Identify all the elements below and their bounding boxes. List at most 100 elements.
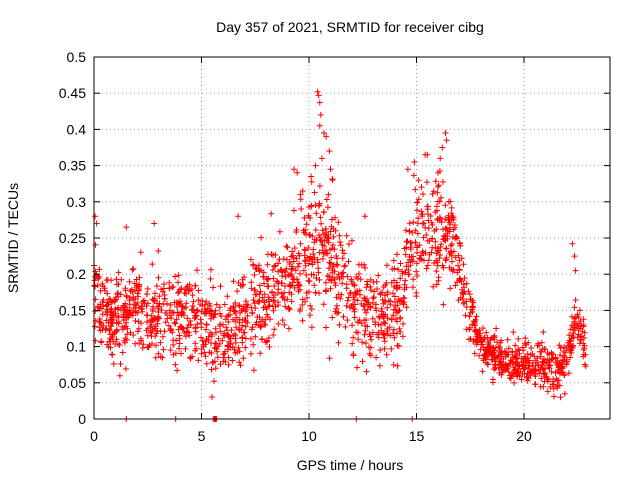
data-point [435, 198, 441, 205]
data-point [315, 92, 322, 99]
data-point [335, 339, 342, 346]
data-point [257, 350, 264, 357]
data-point [185, 329, 192, 336]
data-point [516, 362, 523, 369]
data-point [250, 367, 257, 374]
data-point [351, 296, 358, 303]
data-point [269, 267, 276, 273]
data-point [92, 268, 99, 275]
data-point [194, 321, 201, 328]
data-point [408, 257, 415, 263]
data-point [505, 345, 512, 352]
data-point [239, 276, 246, 283]
data-point [391, 334, 398, 341]
data-point [553, 375, 560, 382]
data-point [156, 315, 162, 322]
data-point [123, 224, 130, 231]
data-point [323, 196, 330, 203]
data-point [437, 155, 444, 162]
data-point [330, 225, 337, 232]
data-point [490, 346, 497, 352]
data-point [143, 291, 150, 298]
data-point [433, 250, 440, 257]
data-point [171, 299, 178, 306]
data-point [107, 338, 114, 345]
data-point [526, 362, 533, 369]
data-point [413, 293, 420, 300]
data-point [325, 239, 332, 246]
data-point [124, 336, 130, 343]
data-point [495, 365, 502, 372]
data-point [320, 209, 327, 215]
data-point [369, 315, 376, 322]
data-point [132, 340, 139, 347]
data-point [319, 241, 326, 248]
data-point [532, 373, 539, 380]
data-point [321, 130, 327, 136]
data-point [574, 322, 581, 329]
data-point [213, 301, 220, 308]
data-point [520, 365, 527, 372]
data-point [274, 278, 281, 285]
data-point [268, 210, 275, 217]
data-point [349, 301, 356, 308]
data-point [524, 377, 531, 384]
data-point [285, 325, 292, 332]
data-point [547, 362, 554, 369]
data-point [440, 301, 447, 308]
data-point [92, 213, 99, 220]
data-point [373, 354, 380, 361]
data-point [308, 173, 315, 180]
data-point [152, 354, 159, 361]
data-point [269, 289, 276, 296]
data-point [496, 370, 503, 376]
data-point [372, 319, 379, 326]
data-point [580, 323, 587, 330]
data-point [359, 358, 366, 365]
data-point [179, 303, 186, 310]
data-point [495, 348, 502, 355]
y-tick-label: 0.05 [59, 375, 86, 391]
data-point [518, 376, 525, 383]
data-point [225, 361, 232, 368]
data-point [337, 295, 344, 302]
data-point [432, 238, 439, 245]
data-point [283, 256, 290, 263]
data-point [330, 233, 337, 240]
data-point [397, 260, 404, 267]
y-tick-label: 0.3 [67, 194, 87, 210]
data-point [531, 353, 538, 360]
data-point [360, 302, 367, 309]
data-point [508, 358, 515, 365]
data-point [367, 304, 374, 311]
data-point [515, 335, 522, 342]
data-point [289, 248, 296, 255]
data-point [576, 307, 583, 314]
data-point [195, 297, 202, 303]
data-point [415, 215, 422, 222]
data-point [199, 337, 206, 344]
data-point [334, 262, 341, 269]
data-point [397, 314, 404, 321]
data-point [299, 317, 306, 324]
data-point [318, 220, 325, 227]
data-point [168, 315, 175, 321]
data-point [461, 275, 468, 282]
data-point [532, 381, 539, 388]
data-point [249, 324, 256, 331]
data-point [560, 356, 566, 363]
data-point [215, 335, 222, 342]
data-point [242, 344, 249, 351]
data-point [174, 367, 181, 374]
data-point [450, 216, 457, 223]
data-point [151, 220, 158, 227]
data-point [295, 281, 302, 288]
grid-lines [94, 57, 610, 419]
data-point [418, 184, 425, 191]
data-point [300, 267, 307, 274]
data-point [115, 304, 122, 311]
data-point [316, 122, 323, 129]
data-point [520, 347, 527, 354]
data-point [308, 306, 315, 312]
data-point [420, 191, 426, 198]
